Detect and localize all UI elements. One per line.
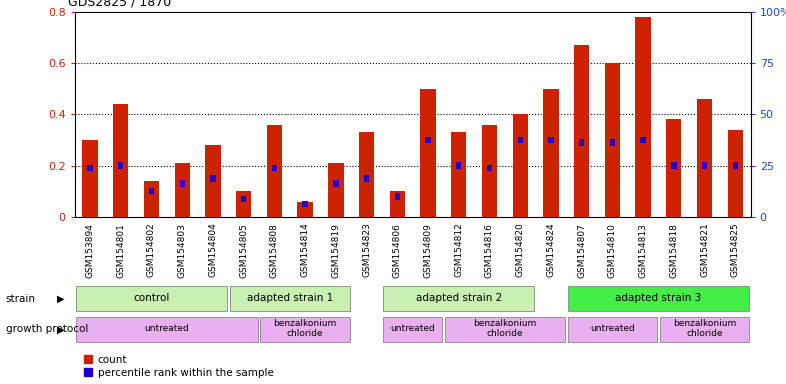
Bar bbox=[297, 202, 313, 217]
Text: GSM154821: GSM154821 bbox=[700, 223, 709, 278]
Text: GSM154824: GSM154824 bbox=[546, 223, 556, 277]
Bar bbox=[641, 137, 646, 143]
Text: GSM154801: GSM154801 bbox=[116, 223, 125, 278]
Bar bbox=[728, 130, 743, 217]
Bar bbox=[205, 145, 221, 217]
Bar bbox=[395, 193, 400, 200]
Text: GSM154816: GSM154816 bbox=[485, 223, 494, 278]
Text: GSM154805: GSM154805 bbox=[239, 223, 248, 278]
Text: adapted strain 2: adapted strain 2 bbox=[416, 293, 502, 303]
Bar bbox=[671, 162, 677, 169]
Legend: count, percentile rank within the sample: count, percentile rank within the sample bbox=[80, 351, 277, 382]
Bar bbox=[421, 89, 435, 217]
Bar bbox=[579, 139, 584, 146]
Bar bbox=[702, 162, 707, 169]
Bar bbox=[667, 119, 681, 217]
Text: untreated: untreated bbox=[391, 324, 435, 333]
Text: GSM154814: GSM154814 bbox=[300, 223, 310, 278]
Bar bbox=[266, 124, 282, 217]
Bar bbox=[512, 114, 528, 217]
Bar bbox=[425, 137, 431, 143]
Bar bbox=[179, 180, 185, 187]
Text: GSM154804: GSM154804 bbox=[208, 223, 218, 278]
Text: benzalkonium
chloride: benzalkonium chloride bbox=[473, 319, 537, 338]
Text: GSM154819: GSM154819 bbox=[332, 223, 340, 278]
Text: adapted strain 1: adapted strain 1 bbox=[247, 293, 333, 303]
Text: GSM154823: GSM154823 bbox=[362, 223, 371, 278]
Bar bbox=[83, 140, 97, 217]
Bar bbox=[543, 89, 559, 217]
Bar bbox=[149, 188, 154, 194]
Bar bbox=[456, 162, 461, 169]
Bar bbox=[333, 180, 339, 187]
Bar bbox=[329, 163, 343, 217]
Bar bbox=[567, 316, 657, 342]
Bar bbox=[230, 286, 350, 311]
Bar bbox=[87, 165, 93, 171]
Bar bbox=[359, 132, 374, 217]
Bar bbox=[610, 139, 615, 146]
Text: GSM154807: GSM154807 bbox=[577, 223, 586, 278]
Bar bbox=[517, 137, 523, 143]
Bar bbox=[241, 196, 246, 202]
Bar bbox=[567, 286, 749, 311]
Bar bbox=[76, 286, 227, 311]
Bar bbox=[604, 63, 620, 217]
Text: GSM154806: GSM154806 bbox=[393, 223, 402, 278]
Text: GSM154809: GSM154809 bbox=[424, 223, 432, 278]
Bar bbox=[697, 99, 712, 217]
Text: ▶: ▶ bbox=[57, 324, 64, 334]
Bar bbox=[76, 316, 258, 342]
Text: control: control bbox=[134, 293, 170, 303]
Bar bbox=[383, 286, 534, 311]
Bar bbox=[487, 165, 492, 171]
Bar bbox=[482, 124, 498, 217]
Text: adapted strain 3: adapted strain 3 bbox=[615, 293, 702, 303]
Bar bbox=[303, 201, 308, 207]
Text: GSM153894: GSM153894 bbox=[86, 223, 94, 278]
Text: GSM154820: GSM154820 bbox=[516, 223, 525, 278]
Text: untreated: untreated bbox=[590, 324, 635, 333]
Bar bbox=[260, 316, 350, 342]
Bar bbox=[383, 316, 443, 342]
Bar bbox=[113, 104, 128, 217]
Bar bbox=[210, 175, 215, 182]
Bar bbox=[445, 316, 565, 342]
Text: GDS2825 / 1870: GDS2825 / 1870 bbox=[68, 0, 171, 9]
Bar bbox=[272, 165, 277, 171]
Bar bbox=[390, 191, 405, 217]
Text: benzalkonium
chloride: benzalkonium chloride bbox=[274, 319, 336, 338]
Bar bbox=[236, 191, 252, 217]
Text: GSM154812: GSM154812 bbox=[454, 223, 463, 278]
Text: untreated: untreated bbox=[145, 324, 189, 333]
Text: growth protocol: growth protocol bbox=[6, 324, 88, 334]
Text: ▶: ▶ bbox=[57, 293, 64, 304]
Text: GSM154810: GSM154810 bbox=[608, 223, 617, 278]
Bar bbox=[574, 45, 590, 217]
Text: GSM154818: GSM154818 bbox=[670, 223, 678, 278]
Text: benzalkonium
chloride: benzalkonium chloride bbox=[673, 319, 736, 338]
Bar bbox=[659, 316, 749, 342]
Bar bbox=[364, 175, 369, 182]
Bar bbox=[174, 163, 190, 217]
Bar bbox=[733, 162, 738, 169]
Bar bbox=[635, 17, 651, 217]
Text: GSM154802: GSM154802 bbox=[147, 223, 156, 278]
Bar bbox=[144, 181, 160, 217]
Text: GSM154825: GSM154825 bbox=[731, 223, 740, 278]
Text: GSM154808: GSM154808 bbox=[270, 223, 279, 278]
Bar bbox=[118, 162, 123, 169]
Text: GSM154803: GSM154803 bbox=[178, 223, 187, 278]
Text: GSM154813: GSM154813 bbox=[638, 223, 648, 278]
Bar bbox=[451, 132, 466, 217]
Bar bbox=[548, 137, 553, 143]
Text: strain: strain bbox=[6, 293, 35, 304]
